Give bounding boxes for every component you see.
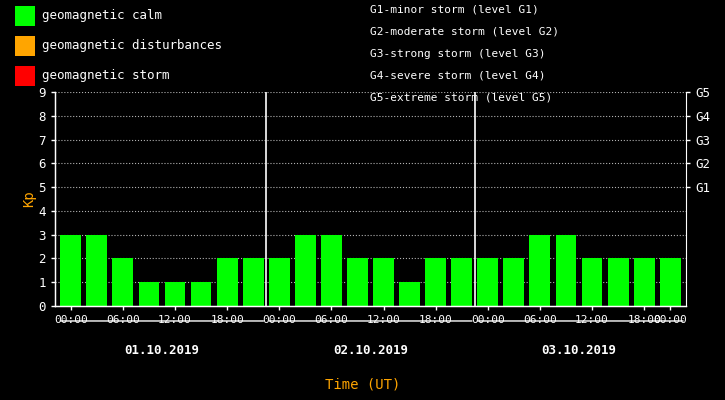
Text: 02.10.2019: 02.10.2019 xyxy=(333,344,408,357)
Bar xyxy=(191,282,212,306)
Bar xyxy=(660,258,681,306)
Text: G4-severe storm (level G4): G4-severe storm (level G4) xyxy=(370,71,545,81)
Bar xyxy=(634,258,655,306)
Bar xyxy=(269,258,290,306)
Bar xyxy=(399,282,420,306)
Bar xyxy=(503,258,524,306)
Bar xyxy=(477,258,498,306)
Bar xyxy=(581,258,602,306)
Bar xyxy=(243,258,264,306)
Text: 03.10.2019: 03.10.2019 xyxy=(542,344,616,357)
Bar xyxy=(529,235,550,306)
Bar xyxy=(555,235,576,306)
Bar xyxy=(425,258,446,306)
Bar xyxy=(86,235,107,306)
Text: 01.10.2019: 01.10.2019 xyxy=(125,344,199,357)
Bar xyxy=(60,235,81,306)
Bar xyxy=(295,235,316,306)
Bar xyxy=(451,258,472,306)
Bar xyxy=(347,258,368,306)
Bar xyxy=(112,258,133,306)
Bar xyxy=(608,258,629,306)
Bar xyxy=(217,258,238,306)
Text: geomagnetic storm: geomagnetic storm xyxy=(42,70,170,82)
Text: G2-moderate storm (level G2): G2-moderate storm (level G2) xyxy=(370,27,559,37)
Bar xyxy=(165,282,186,306)
Text: Time (UT): Time (UT) xyxy=(325,378,400,392)
Bar xyxy=(373,258,394,306)
Y-axis label: Kp: Kp xyxy=(22,191,36,207)
Bar xyxy=(321,235,341,306)
Text: G3-strong storm (level G3): G3-strong storm (level G3) xyxy=(370,49,545,59)
Text: G5-extreme storm (level G5): G5-extreme storm (level G5) xyxy=(370,93,552,103)
Text: geomagnetic disturbances: geomagnetic disturbances xyxy=(42,40,222,52)
Bar xyxy=(138,282,160,306)
Text: geomagnetic calm: geomagnetic calm xyxy=(42,10,162,22)
Text: G1-minor storm (level G1): G1-minor storm (level G1) xyxy=(370,5,539,15)
